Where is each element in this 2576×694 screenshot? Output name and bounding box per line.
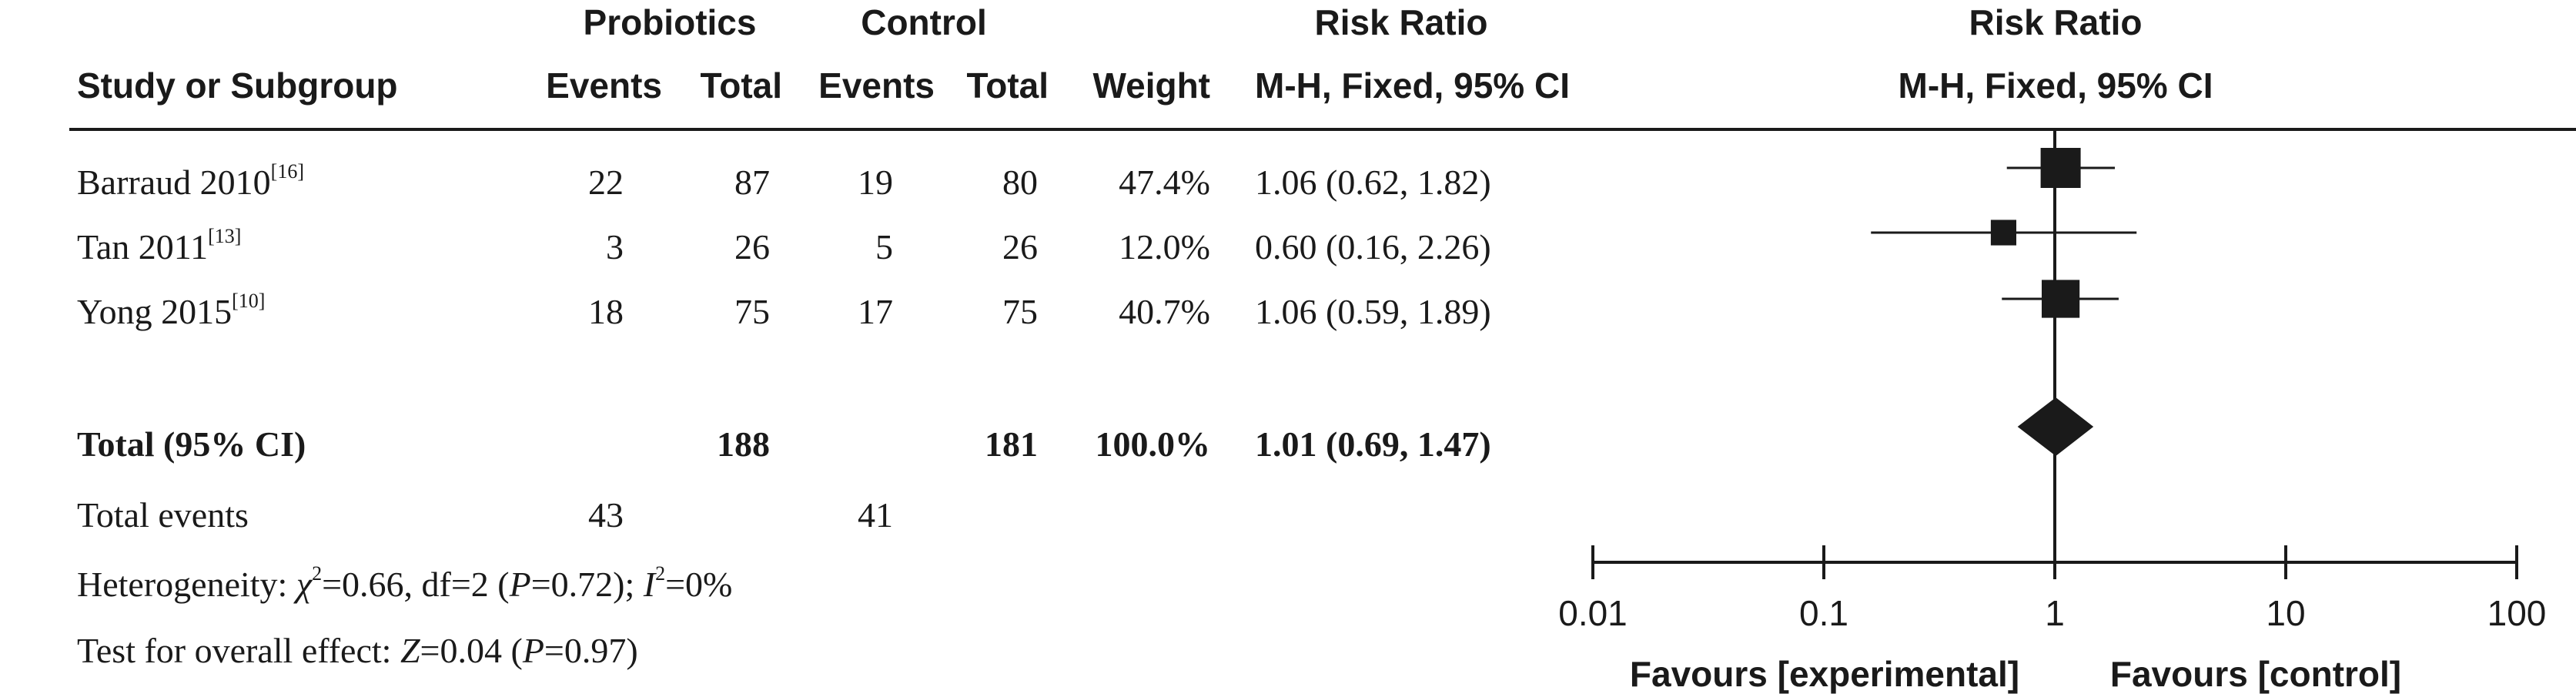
x-tick-label: 0.01 (1558, 593, 1628, 633)
plot-marks (1871, 148, 2137, 456)
overall-effect-text: Test for overall effect: Z=0.04 (P=0.97) (77, 633, 638, 669)
study-col-header: Study or Subgroup (77, 65, 398, 106)
effect-square (1990, 220, 2017, 246)
weight-cell: 40.7% (1119, 292, 1210, 331)
method-header: M-H, Fixed, 95% CI (1255, 65, 1570, 106)
total1-sum: 188 (717, 424, 770, 464)
total-label: Total (95% CI) (77, 424, 306, 464)
study-name: Barraud 2010[16] (77, 162, 304, 202)
weight-cell: 12.0% (1119, 227, 1210, 267)
weight-cell: 47.4% (1119, 163, 1210, 202)
total2-cell: 80 (1002, 163, 1038, 202)
events1-cell: 22 (588, 163, 624, 202)
het-i-rest: =0% (665, 565, 733, 604)
study-label: Barraud 2010 (77, 163, 271, 202)
x-tick-label: 10 (2266, 593, 2305, 633)
events1-header: Events (546, 65, 662, 106)
events2-header: Events (818, 65, 935, 106)
effect-square (2041, 280, 2080, 318)
het-prefix: Heterogeneity: (77, 565, 296, 604)
group1-header: Probiotics (583, 2, 757, 42)
heterogeneity-text: Heterogeneity: χ2=0.66, df=2 (P=0.72); I… (77, 564, 733, 604)
study-label: Yong 2015 (77, 292, 233, 331)
ci-cell: 1.06 (0.62, 1.82) (1255, 163, 1491, 202)
total2-header: Total (966, 65, 1049, 106)
total2-cell: 26 (1002, 227, 1038, 267)
x-tick-label: 100 (2487, 593, 2547, 633)
total-ci: 1.01 (0.69, 1.47) (1255, 424, 1491, 464)
events2-cell: 5 (875, 227, 893, 267)
x-tick-label: 1 (2045, 593, 2065, 633)
overall-z-rest: =0.04 ( (420, 631, 523, 670)
events1-sum: 43 (588, 495, 624, 535)
events1-cell: 3 (606, 227, 624, 267)
total1-cell: 26 (734, 227, 770, 267)
weight-header: Weight (1092, 65, 1210, 106)
overall-prefix: Test for overall effect: (77, 631, 400, 670)
study-name: Tan 2011[13] (77, 226, 241, 267)
rr-header: Risk Ratio (1314, 2, 1488, 42)
het-i-sup: 2 (655, 562, 666, 585)
study-ref: [10] (232, 290, 266, 312)
ci-cell: 0.60 (0.16, 2.26) (1255, 227, 1491, 267)
total1-cell: 75 (734, 292, 770, 331)
total2-sum: 181 (985, 424, 1038, 464)
het-p: P (509, 565, 531, 604)
plot-method-header: M-H, Fixed, 95% CI (1898, 65, 2213, 106)
het-chi-rest: =0.66, df=2 ( (322, 565, 510, 604)
plot-axis: 0.01 0.1 1 10 100 (1558, 129, 2546, 633)
x-tick-label: 0.1 (1799, 593, 1848, 633)
favours-experimental: Favours [experimental] (1629, 654, 2020, 694)
group2-header: Control (861, 2, 987, 42)
het-chi: χ (296, 565, 313, 604)
pooled-diamond (2017, 397, 2094, 456)
events-label: Total events (77, 495, 249, 535)
total1-cell: 87 (734, 163, 770, 202)
study-name: Yong 2015[10] (77, 291, 265, 331)
events2-cell: 17 (858, 292, 893, 331)
overall-z: Z (400, 631, 420, 670)
total1-header: Total (700, 65, 782, 106)
study-ref: [13] (208, 225, 242, 247)
overall-p-rest: =0.97) (544, 631, 638, 670)
het-p-rest: =0.72); (530, 565, 644, 604)
study-label: Tan 2011 (77, 227, 209, 267)
ci-cell: 1.06 (0.59, 1.89) (1255, 292, 1491, 331)
overall-p: P (522, 631, 544, 670)
events2-sum: 41 (858, 495, 893, 535)
het-i: I (643, 565, 656, 604)
total-weight: 100.0% (1095, 424, 1211, 464)
total2-cell: 75 (1002, 292, 1038, 331)
plot-rr-header: Risk Ratio (1969, 2, 2143, 42)
events2-cell: 19 (858, 163, 893, 202)
het-chi-sup: 2 (312, 562, 323, 585)
effect-square (2040, 148, 2081, 188)
study-ref: [16] (270, 160, 304, 183)
events1-cell: 18 (588, 292, 624, 331)
favours-control: Favours [control] (2109, 654, 2402, 694)
